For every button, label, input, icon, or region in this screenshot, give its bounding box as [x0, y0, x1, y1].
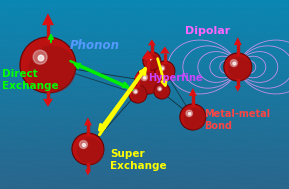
Polygon shape	[134, 72, 142, 78]
Polygon shape	[87, 163, 89, 170]
Polygon shape	[189, 88, 197, 96]
Circle shape	[20, 37, 76, 93]
Polygon shape	[164, 53, 166, 63]
Circle shape	[188, 112, 191, 115]
Circle shape	[28, 45, 76, 93]
Circle shape	[143, 76, 146, 79]
Circle shape	[149, 58, 151, 60]
Circle shape	[147, 56, 152, 61]
Circle shape	[143, 52, 161, 70]
Text: Metal-metal
Bond: Metal-metal Bond	[204, 109, 270, 131]
Polygon shape	[158, 72, 166, 77]
Text: Dipolar: Dipolar	[185, 26, 230, 36]
Circle shape	[224, 53, 252, 81]
Polygon shape	[142, 50, 154, 59]
Circle shape	[146, 55, 161, 70]
Circle shape	[38, 55, 44, 61]
Circle shape	[79, 140, 88, 149]
Polygon shape	[161, 77, 163, 84]
Polygon shape	[85, 170, 91, 176]
Circle shape	[33, 50, 47, 64]
Circle shape	[184, 108, 206, 130]
Circle shape	[161, 67, 163, 70]
Text: Direct
Exchange: Direct Exchange	[2, 69, 59, 91]
Polygon shape	[237, 79, 239, 86]
Circle shape	[77, 138, 104, 165]
Circle shape	[180, 104, 206, 130]
Polygon shape	[137, 78, 139, 86]
Circle shape	[129, 85, 147, 103]
Circle shape	[135, 68, 161, 94]
Polygon shape	[234, 37, 242, 45]
Polygon shape	[42, 13, 54, 25]
Polygon shape	[151, 45, 153, 53]
Circle shape	[82, 143, 86, 147]
Polygon shape	[147, 59, 149, 70]
Circle shape	[233, 62, 236, 65]
Polygon shape	[84, 117, 92, 125]
Circle shape	[139, 72, 161, 94]
Circle shape	[160, 66, 164, 71]
Text: Phonon: Phonon	[70, 39, 120, 52]
Circle shape	[186, 110, 192, 117]
Text: Hyperfine: Hyperfine	[148, 73, 202, 83]
Polygon shape	[192, 96, 194, 106]
Circle shape	[131, 88, 147, 103]
Circle shape	[159, 88, 161, 90]
Circle shape	[158, 87, 162, 91]
Circle shape	[72, 133, 104, 165]
Circle shape	[135, 91, 136, 93]
Polygon shape	[148, 39, 156, 45]
Polygon shape	[160, 46, 170, 53]
Circle shape	[155, 61, 175, 81]
Polygon shape	[87, 125, 89, 135]
Circle shape	[230, 60, 237, 67]
Polygon shape	[237, 45, 239, 55]
Circle shape	[156, 85, 170, 99]
Polygon shape	[47, 25, 49, 41]
Circle shape	[133, 89, 138, 94]
Text: Super
Exchange: Super Exchange	[110, 149, 166, 171]
Circle shape	[154, 83, 170, 99]
Circle shape	[158, 64, 175, 81]
Circle shape	[228, 57, 252, 81]
Circle shape	[141, 74, 147, 81]
Polygon shape	[47, 89, 49, 99]
Polygon shape	[235, 86, 241, 92]
Polygon shape	[43, 99, 53, 107]
